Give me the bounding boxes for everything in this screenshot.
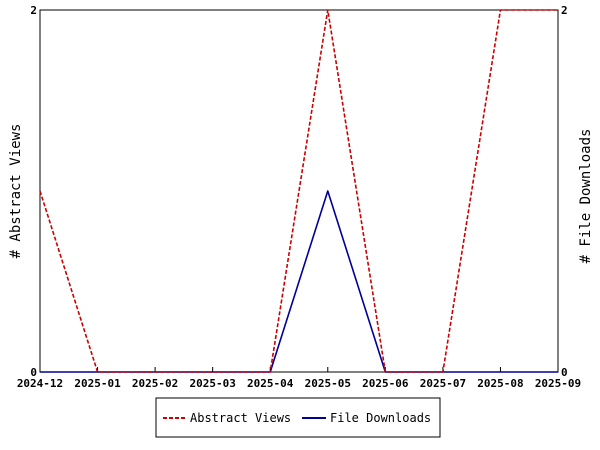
series-lines [39, 9, 558, 373]
x-axis-ticks: 2024-12 2025-01 2025-02 2025-03 2025-04 2025-… [17, 367, 581, 390]
x-tick-label: 2025-08 [477, 377, 523, 390]
series-line-abstract-views [39, 9, 558, 373]
right-y-tick-label: 2 [561, 4, 568, 17]
x-tick-label: 2025-09 [535, 377, 581, 390]
left-y-tick-label: 0 [30, 366, 37, 379]
legend: Abstract Views File Downloads [155, 397, 441, 438]
right-y-axis-title: # File Downloads [578, 129, 594, 264]
x-tick-label: 2025-01 [74, 377, 121, 390]
right-y-tick-label: 0 [561, 366, 568, 379]
legend-label-abstract-views: Abstract Views [190, 411, 291, 425]
left-y-tick-label: 2 [30, 4, 37, 17]
x-tick-label: 2025-03 [189, 377, 235, 390]
legend-box [155, 397, 441, 438]
x-tick-label: 2025-05 [305, 377, 351, 390]
left-y-axis-title: # Abstract Views [8, 124, 24, 259]
x-tick-label: 2025-06 [362, 377, 409, 390]
legend-label-file-downloads: File Downloads [330, 411, 431, 425]
x-tick-label: 2025-07 [420, 377, 466, 390]
x-tick-label: 2025-02 [132, 377, 178, 390]
plot-frame [39, 9, 559, 373]
x-tick-label: 2024-12 [17, 377, 63, 390]
x-tick-label: 2025-04 [247, 377, 294, 390]
